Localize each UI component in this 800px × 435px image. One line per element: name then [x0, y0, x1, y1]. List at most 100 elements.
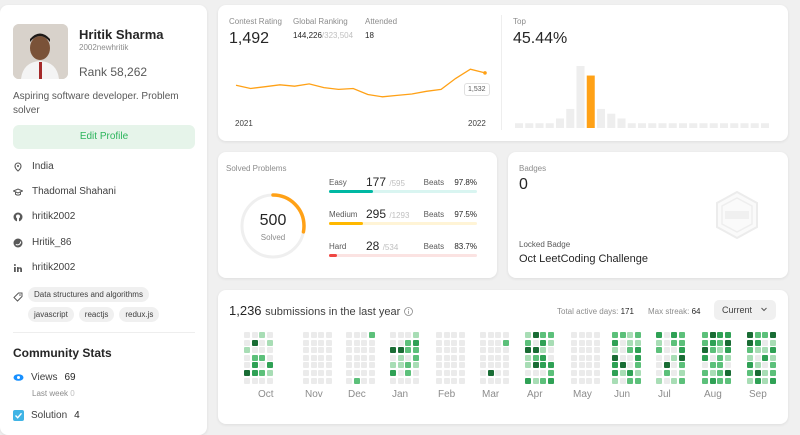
heatmap-cell[interactable] [627, 347, 633, 353]
heatmap-cell[interactable] [459, 340, 465, 346]
heatmap-cell[interactable] [361, 355, 367, 361]
rating-line-chart[interactable] [233, 60, 493, 110]
heatmap-cell[interactable] [361, 378, 367, 384]
heatmap-cell[interactable] [533, 347, 539, 353]
heatmap-cell[interactable] [664, 347, 670, 353]
heatmap-cell[interactable] [480, 355, 486, 361]
heatmap-cell[interactable] [436, 362, 442, 368]
heatmap-cell[interactable] [586, 355, 592, 361]
heatmap-cell[interactable] [267, 378, 273, 384]
heatmap-cell[interactable] [451, 370, 457, 376]
heatmap-cell[interactable] [405, 347, 411, 353]
heatmap-cell[interactable] [311, 340, 317, 346]
heatmap-cell[interactable] [702, 355, 708, 361]
heatmap-cell[interactable] [390, 340, 396, 346]
heatmap-cell[interactable] [664, 332, 670, 338]
heatmap-cell[interactable] [444, 355, 450, 361]
top-histogram[interactable] [515, 60, 777, 130]
heatmap-cell[interactable] [390, 362, 396, 368]
heatmap-cell[interactable] [390, 378, 396, 384]
heatmap-cell[interactable] [548, 355, 554, 361]
heatmap-cell[interactable] [361, 347, 367, 353]
heatmap-cell[interactable] [390, 370, 396, 376]
heatmap-cell[interactable] [579, 355, 585, 361]
heatmap-cell[interactable] [571, 347, 577, 353]
heatmap-cell[interactable] [525, 355, 531, 361]
heatmap-cell[interactable] [747, 340, 753, 346]
heatmap-cell[interactable] [548, 362, 554, 368]
heatmap-cell[interactable] [755, 378, 761, 384]
heatmap-cell[interactable] [503, 355, 509, 361]
heatmap-cell[interactable] [579, 340, 585, 346]
heatmap-cell[interactable] [390, 355, 396, 361]
heatmap-cell[interactable] [459, 378, 465, 384]
heatmap-cell[interactable] [540, 370, 546, 376]
heatmap-cell[interactable] [762, 370, 768, 376]
heatmap-cell[interactable] [627, 362, 633, 368]
heatmap-cell[interactable] [354, 347, 360, 353]
heatmap-cell[interactable] [702, 362, 708, 368]
heatmap-cell[interactable] [571, 332, 577, 338]
heatmap-cell[interactable] [346, 332, 352, 338]
heatmap-cell[interactable] [318, 355, 324, 361]
heatmap-cell[interactable] [369, 378, 375, 384]
heatmap-cell[interactable] [398, 332, 404, 338]
heatmap-cell[interactable] [413, 332, 419, 338]
heatmap-cell[interactable] [346, 378, 352, 384]
heatmap-cell[interactable] [571, 378, 577, 384]
heatmap-cell[interactable] [252, 378, 258, 384]
heatmap-cell[interactable] [354, 370, 360, 376]
heatmap-cell[interactable] [762, 355, 768, 361]
heatmap-cell[interactable] [702, 378, 708, 384]
heatmap-cell[interactable] [326, 378, 332, 384]
heatmap-cell[interactable] [303, 370, 309, 376]
heatmap-cell[interactable] [525, 378, 531, 384]
heatmap-cell[interactable] [480, 332, 486, 338]
heatmap-cell[interactable] [612, 340, 618, 346]
heatmap-cell[interactable] [533, 378, 539, 384]
heatmap-cell[interactable] [244, 362, 250, 368]
heatmap-cell[interactable] [679, 332, 685, 338]
heatmap-cell[interactable] [755, 370, 761, 376]
heatmap-cell[interactable] [311, 362, 317, 368]
heatmap-cell[interactable] [413, 340, 419, 346]
heatmap-cell[interactable] [679, 370, 685, 376]
heatmap-cell[interactable] [459, 347, 465, 353]
heatmap-cell[interactable] [702, 347, 708, 353]
heatmap-cell[interactable] [533, 340, 539, 346]
heatmap-cell[interactable] [488, 347, 494, 353]
heatmap-cell[interactable] [770, 332, 776, 338]
heatmap-cell[interactable] [318, 370, 324, 376]
heatmap-cell[interactable] [762, 378, 768, 384]
heatmap-cell[interactable] [635, 347, 641, 353]
heatmap-cell[interactable] [627, 340, 633, 346]
heatmap-cell[interactable] [354, 340, 360, 346]
twitter-link[interactable]: Hritik_86 [32, 237, 71, 248]
heatmap-cell[interactable] [495, 378, 501, 384]
heatmap-cell[interactable] [635, 362, 641, 368]
heatmap-cell[interactable] [664, 340, 670, 346]
heatmap-cell[interactable] [620, 347, 626, 353]
linkedin-link[interactable]: hritik2002 [32, 262, 75, 273]
heatmap-cell[interactable] [259, 370, 265, 376]
heatmap-cell[interactable] [725, 340, 731, 346]
heatmap-cell[interactable] [326, 355, 332, 361]
heatmap-cell[interactable] [762, 340, 768, 346]
heatmap-cell[interactable] [398, 340, 404, 346]
heatmap-cell[interactable] [354, 378, 360, 384]
heatmap-cell[interactable] [770, 340, 776, 346]
heatmap-cell[interactable] [710, 340, 716, 346]
heatmap-cell[interactable] [369, 340, 375, 346]
heatmap-cell[interactable] [755, 362, 761, 368]
heatmap-cell[interactable] [354, 355, 360, 361]
heatmap-cell[interactable] [755, 347, 761, 353]
heatmap-cell[interactable] [480, 347, 486, 353]
heatmap-cell[interactable] [459, 362, 465, 368]
heatmap-cell[interactable] [594, 340, 600, 346]
heatmap-cell[interactable] [480, 362, 486, 368]
heatmap-cell[interactable] [635, 378, 641, 384]
heatmap-cell[interactable] [444, 370, 450, 376]
heatmap-cell[interactable] [259, 347, 265, 353]
heatmap-cell[interactable] [725, 378, 731, 384]
heatmap-cell[interactable] [620, 378, 626, 384]
